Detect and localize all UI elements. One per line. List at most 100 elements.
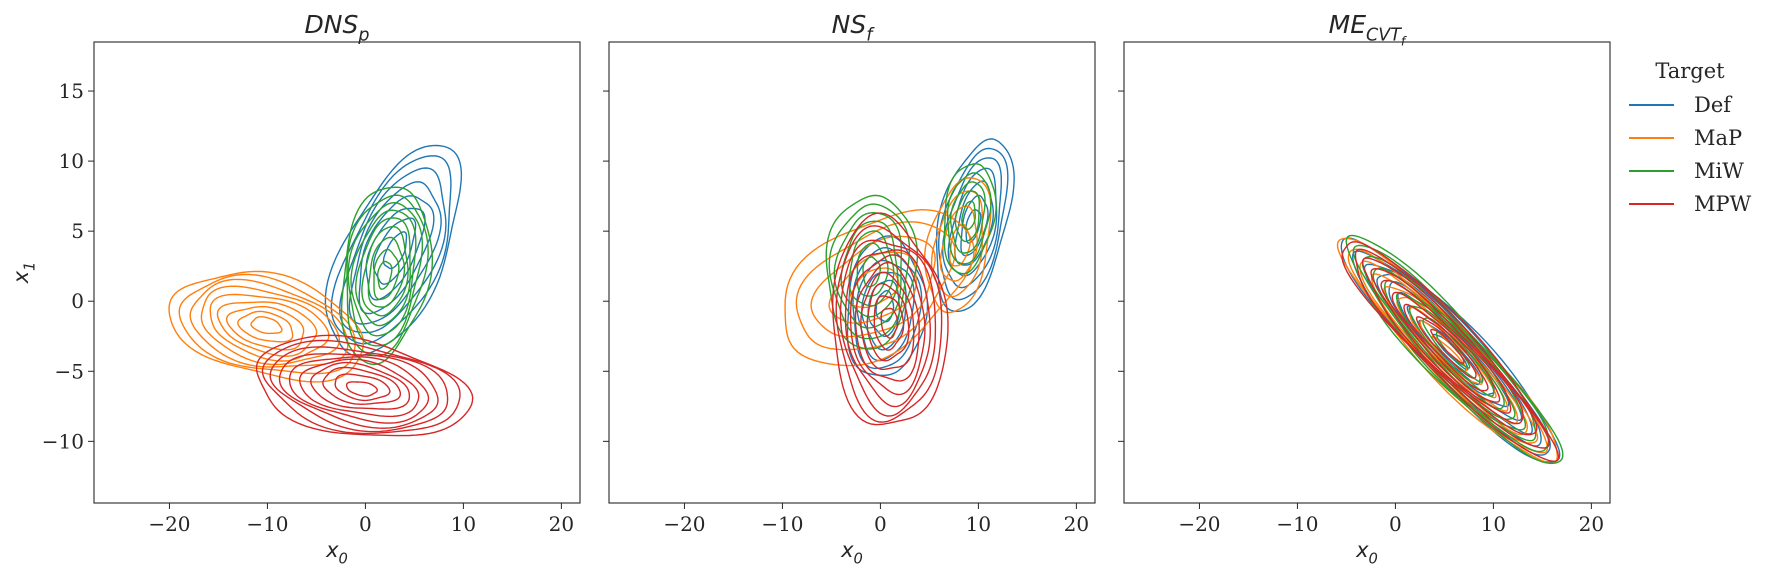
contour-line-mpw [334,373,391,402]
x-tick-label: −20 [148,512,190,536]
contour-line-def [935,138,1015,312]
panel-title: MECVTf [1329,10,1407,49]
contour-line-mpw [831,212,949,426]
axes-frame [1123,41,1611,504]
contour-line-map [848,267,900,309]
y-tick-label: −10 [42,429,84,453]
panel-title: DNSp [305,10,370,46]
contour-line-def [965,208,982,244]
legend-label: MPW [1694,192,1752,216]
contour-line-miw [367,236,406,308]
contour-line-map [216,301,318,357]
contour-line-mpw [1380,279,1512,414]
contour-line-mpw [1403,303,1489,392]
contour-line-miw [361,225,409,317]
series-map [168,270,365,383]
contour-line-miw [848,230,895,307]
contour-line-mpw [866,282,910,362]
contour-line-miw [346,194,429,357]
series-mpw [1341,241,1560,462]
contour-line-miw [347,201,424,347]
series-mpw [831,212,949,426]
series-miw [340,186,433,366]
x-axis-label: x0 [1355,538,1378,567]
contour-line-map [225,305,305,351]
x-tick-label: 10 [966,512,991,536]
contour-line-mpw [298,358,420,418]
contour-line-mpw [849,254,926,396]
y-tick-label: 15 [59,79,84,103]
contour-line-mpw [310,361,411,410]
contour-line-def [960,194,989,257]
x-tick-label: −10 [761,512,803,536]
contour-line-mpw [269,346,449,433]
contour-line-miw [950,181,986,254]
contour-line-def [1418,319,1481,386]
x-tick-label: 0 [874,512,887,536]
contour-line-def [365,207,426,301]
y-tick-label: 10 [59,149,84,173]
contour-line-mpw [1415,316,1477,379]
contour-line-map [250,316,283,335]
contour-line-mpw [1430,328,1465,365]
contour-line-miw [946,172,992,265]
contour-line-miw [373,248,400,301]
contour-line-mpw [835,225,943,423]
x-tick-label: 10 [451,512,476,536]
contour-line-map [168,270,365,383]
contour-line-miw [840,220,899,318]
legend-entry-mpw: MPW [1629,192,1752,216]
x-tick-label: −10 [246,512,288,536]
contour-line-mpw [278,353,439,429]
x-tick-label: −20 [1178,512,1220,536]
panel-2: −20 −10 0 10 20 x0 NSf [603,10,1096,567]
contour-line-def [358,195,435,315]
contour-line-def [330,155,452,345]
x-tick-label: 10 [1481,512,1506,536]
contour-line-def [941,157,1002,289]
panel-title: NSf [832,10,876,46]
contour-line-mpw [880,307,899,339]
axes-frame [608,41,1096,504]
legend-entry-def: Def [1629,93,1733,117]
y-axis-label: x1 [9,262,38,285]
contour-line-miw [1408,305,1495,397]
x-tick-label: −20 [663,512,705,536]
contour-line-def [937,147,1009,301]
x-tick-label: −10 [1276,512,1318,536]
contour-line-miw [943,163,997,275]
legend-entry-map: MaP [1629,126,1742,150]
y-tick-label: −5 [55,359,84,383]
contour-line-map [189,278,349,368]
x-tick-label: 0 [1389,512,1402,536]
contour-line-map [923,177,992,314]
contour-line-mpw [860,271,915,371]
series-def [324,144,463,357]
legend-label: MiW [1694,159,1744,183]
contours [1336,234,1564,465]
contour-line-map [784,208,975,367]
legend-entry-miw: MiW [1629,159,1744,183]
contour-line-def [954,180,995,266]
contour-line-miw [825,194,919,350]
x-tick-label: 20 [1579,512,1604,536]
contour-line-map [810,235,936,338]
x-tick-label: 0 [359,512,372,536]
panel-1: −20 −10 0 10 20 −10 −5 0 5 10 15 x0 x1 DNSp [9,10,581,567]
contour-line-miw [954,190,980,243]
contour-line-miw [961,200,976,231]
contour-line-map [795,221,956,351]
contour-line-map [178,273,356,375]
legend-label: Def [1694,93,1733,117]
contour-line-mpw [1361,257,1538,436]
contour-line-mpw [844,249,932,408]
y-tick-label: 0 [71,289,84,313]
contour-line-mpw [322,366,401,406]
contour-line-miw [350,209,417,337]
contour-line-mpw [288,356,430,424]
axes-frame [93,41,581,504]
series-mpw [255,334,474,437]
contour-line-map [237,310,294,343]
contours [784,138,1015,426]
